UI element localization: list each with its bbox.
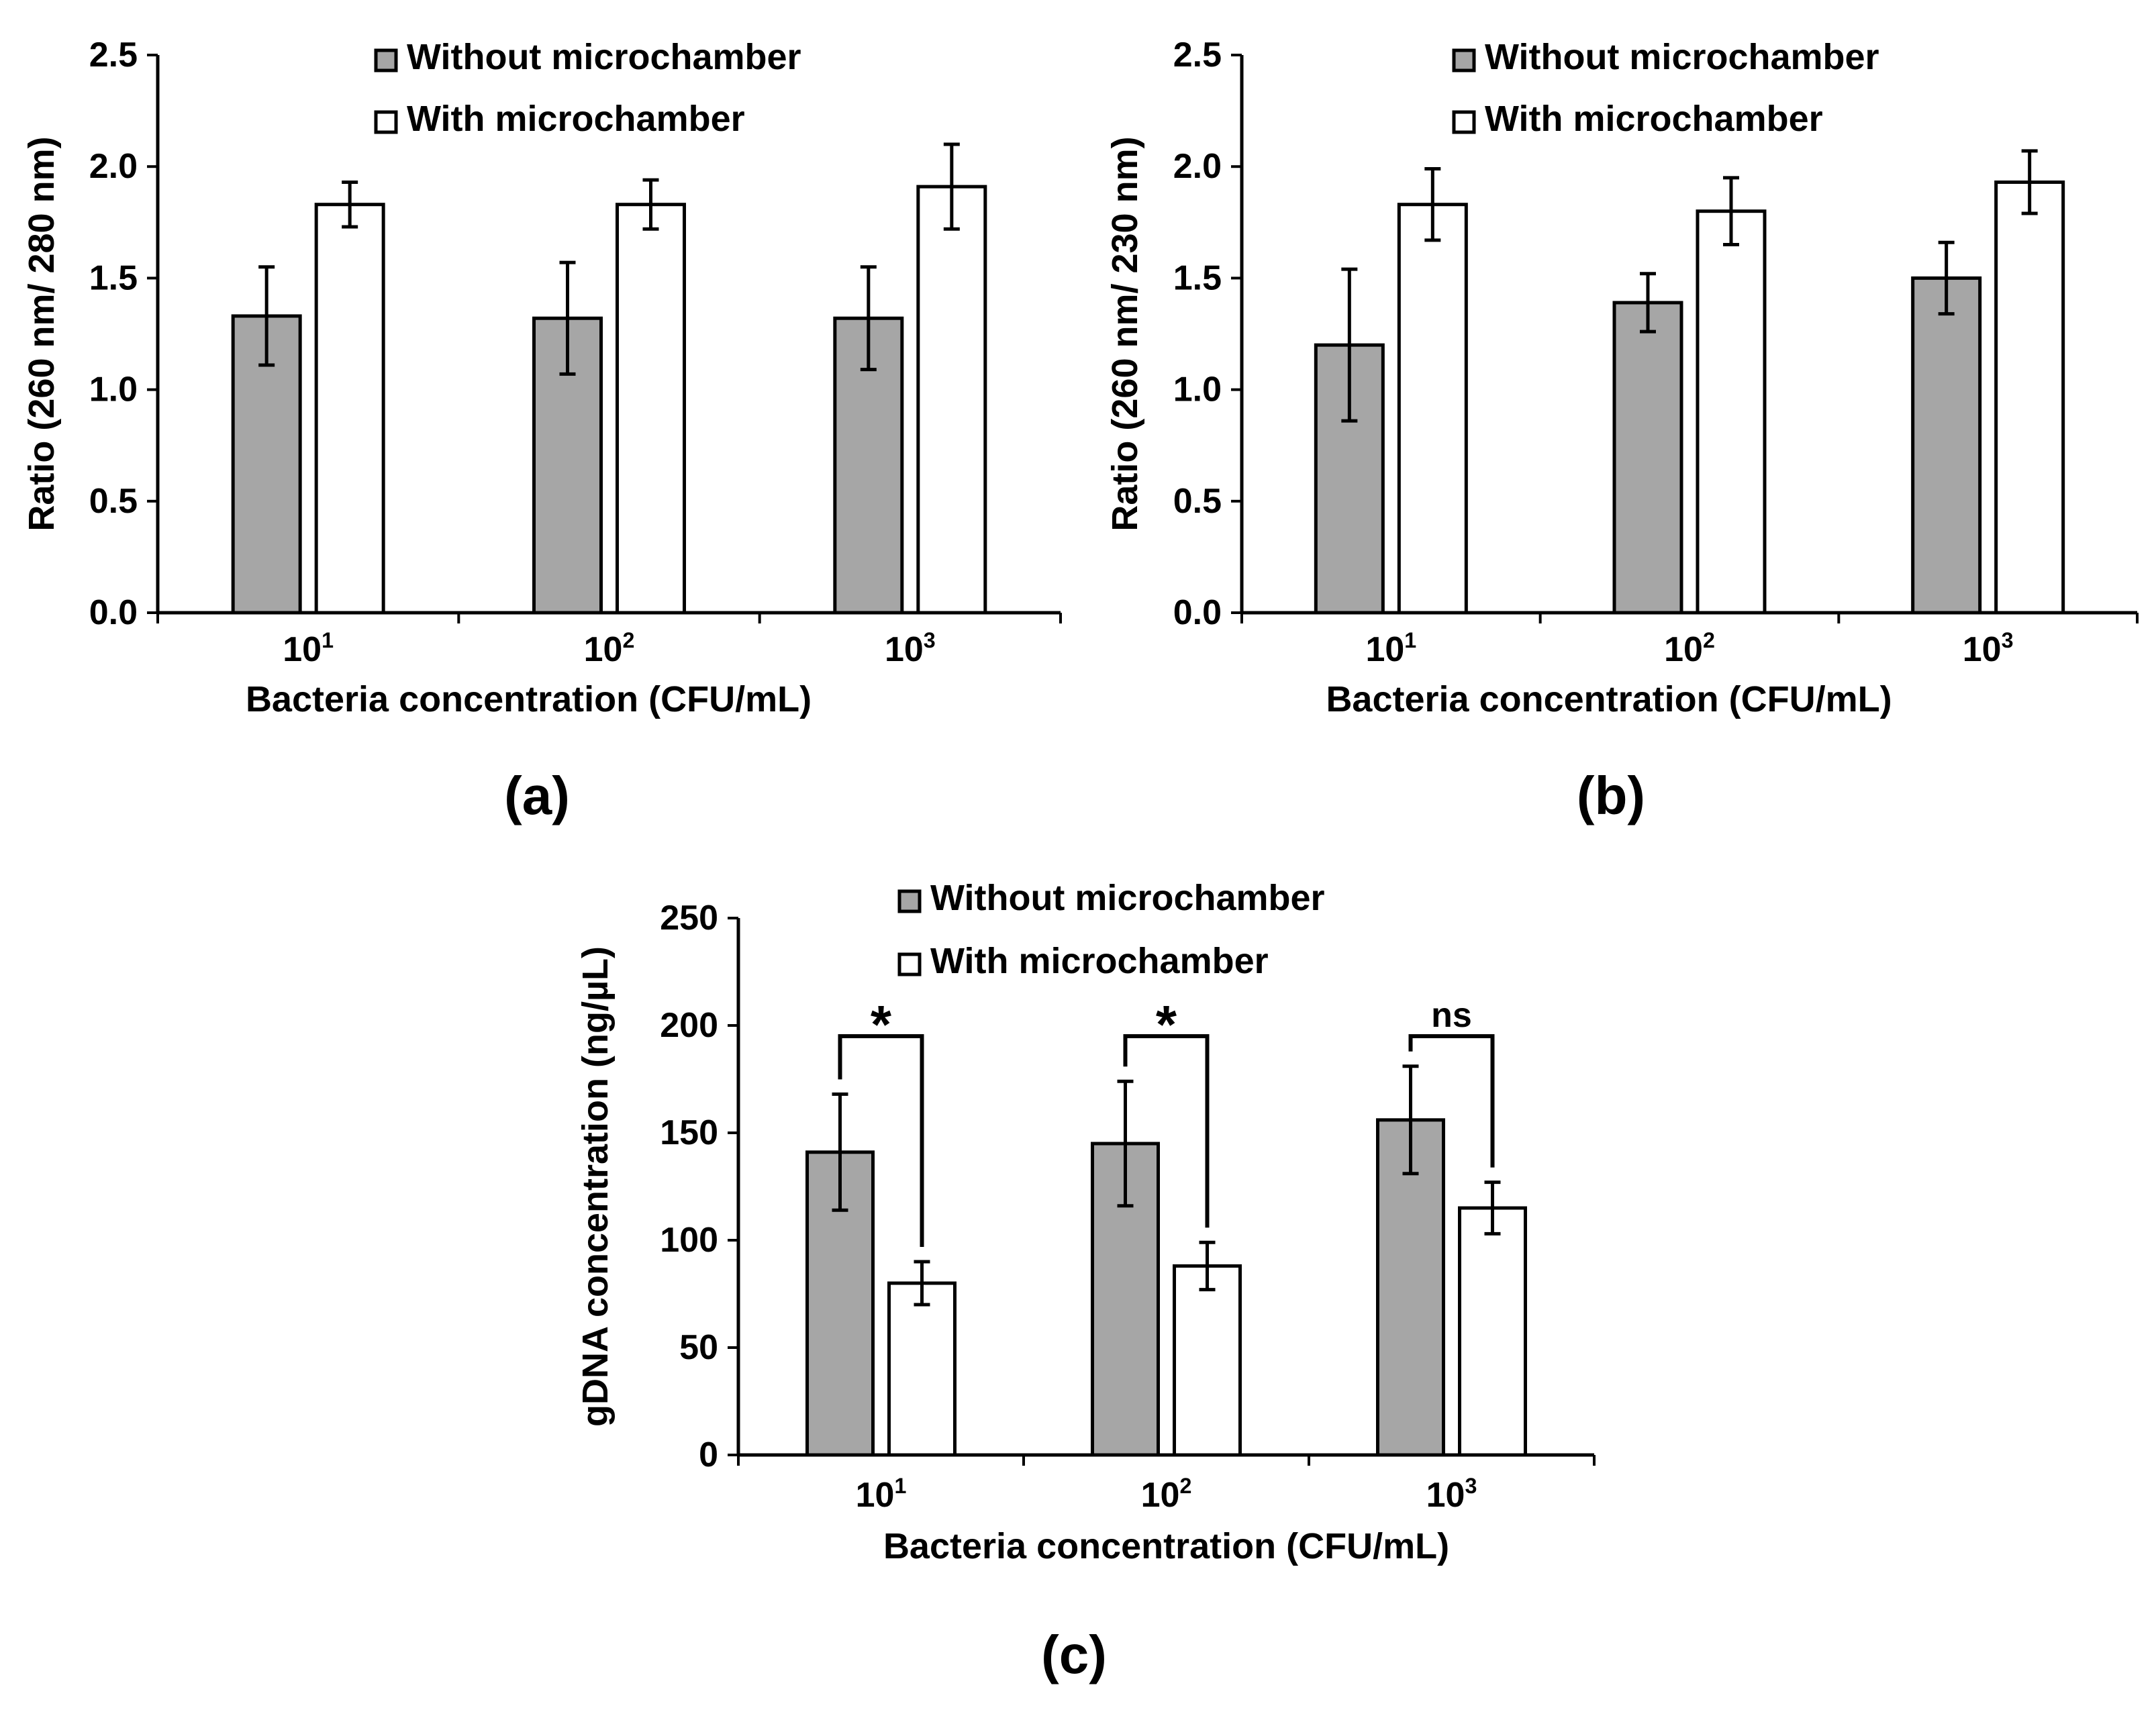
bar-with-1 bbox=[1397, 203, 1468, 615]
y-tick-label: 2.0 bbox=[89, 147, 138, 186]
y-tick-label: 1.5 bbox=[89, 258, 138, 297]
bar-with-2 bbox=[616, 203, 686, 615]
chart-c: 0 50 100 150 200 250 101 102 103 * * ns Without micr… bbox=[575, 878, 1596, 1566]
x-tick-label: 102 bbox=[1664, 628, 1715, 669]
legend-swatch-with bbox=[897, 952, 922, 976]
bar-with-1 bbox=[314, 203, 385, 615]
bar-with-1 bbox=[887, 1281, 957, 1457]
x-tick-label: 103 bbox=[885, 628, 936, 669]
y-axis-label: Ratio (260 nm/ 280 nm) bbox=[21, 136, 62, 531]
legend-swatch-without bbox=[897, 889, 922, 913]
panel-label-b: (b) bbox=[1576, 766, 1646, 825]
x-tick-label: 103 bbox=[1426, 1474, 1477, 1515]
y-tick-label: 0.5 bbox=[1173, 482, 1222, 521]
chart-a: 0.0 0.5 1.0 1.5 2.0 2.5 101 102 103 Without micro… bbox=[21, 36, 1062, 719]
y-tick-label: 2.5 bbox=[1173, 36, 1222, 74]
y-tick-label: 200 bbox=[660, 1006, 718, 1045]
legend-swatch-without bbox=[374, 48, 398, 72]
significance-bracket bbox=[838, 1034, 924, 1247]
y-tick-label: 100 bbox=[660, 1221, 718, 1260]
bar-without-2 bbox=[1612, 301, 1683, 615]
bar-with-3 bbox=[1458, 1206, 1527, 1457]
x-axis-label: Bacteria concentration (CFU/mL) bbox=[883, 1526, 1449, 1566]
y-axis-label: Ratio (260 nm/ 230 nm) bbox=[1105, 136, 1145, 531]
x-tick-label: 101 bbox=[1365, 628, 1416, 669]
significance-bracket bbox=[1123, 1034, 1210, 1228]
x-tick-label: 102 bbox=[1141, 1474, 1192, 1515]
x-tick-label: 101 bbox=[283, 628, 334, 669]
legend-swatch-without bbox=[1452, 48, 1476, 72]
x-axis-label: Bacteria concentration (CFU/mL) bbox=[246, 679, 812, 719]
y-tick-label: 0.0 bbox=[1173, 593, 1222, 632]
panel-label-a: (a) bbox=[504, 766, 570, 825]
x-tick-label: 102 bbox=[584, 628, 635, 669]
y-tick-label: 0.0 bbox=[89, 593, 138, 632]
significance-label: ns bbox=[1431, 996, 1472, 1035]
y-tick-label: 50 bbox=[679, 1328, 718, 1367]
bar-with-2 bbox=[1696, 209, 1767, 615]
legend-swatch-with bbox=[374, 110, 398, 134]
significance-label: * bbox=[1156, 995, 1177, 1054]
y-tick-label: 1.0 bbox=[89, 370, 138, 409]
y-axis-label: gDNA concentration (ng/µL) bbox=[575, 946, 616, 1427]
legend-label-without: Without microchamber bbox=[930, 878, 1325, 918]
chart-b: 0.0 0.5 1.0 1.5 2.0 2.5 101 102 103 Without micro… bbox=[1105, 36, 2139, 719]
x-axis-label: Bacteria concentration (CFU/mL) bbox=[1326, 679, 1892, 719]
y-tick-label: 150 bbox=[660, 1113, 718, 1152]
y-tick-label: 0.5 bbox=[89, 482, 138, 521]
bar-without-3 bbox=[1376, 1118, 1445, 1457]
y-tick-label: 0 bbox=[699, 1436, 718, 1474]
bar-with-3 bbox=[1994, 180, 2065, 615]
y-tick-label: 1.0 bbox=[1173, 370, 1222, 409]
x-tick-label: 103 bbox=[1963, 628, 2014, 669]
legend-label-with: With microchamber bbox=[930, 941, 1269, 981]
legend-label-with: With microchamber bbox=[1485, 99, 1823, 139]
bar-with-2 bbox=[1173, 1264, 1242, 1457]
legend-label-with: With microchamber bbox=[407, 99, 745, 139]
y-tick-label: 1.5 bbox=[1173, 258, 1222, 297]
y-tick-label: 2.0 bbox=[1173, 147, 1222, 186]
panel-label-c: (c) bbox=[1041, 1625, 1107, 1684]
y-tick-label: 2.5 bbox=[89, 36, 138, 74]
x-tick-label: 101 bbox=[856, 1474, 907, 1515]
significance-label: * bbox=[871, 995, 892, 1054]
legend-label-without: Without microchamber bbox=[407, 37, 801, 77]
bar-without-3 bbox=[1911, 276, 1982, 615]
significance-bracket bbox=[1408, 1034, 1495, 1168]
legend-swatch-with bbox=[1452, 110, 1476, 134]
legend-label-without: Without microchamber bbox=[1485, 37, 1879, 77]
y-tick-label: 250 bbox=[660, 899, 718, 938]
bar-with-3 bbox=[916, 185, 987, 615]
